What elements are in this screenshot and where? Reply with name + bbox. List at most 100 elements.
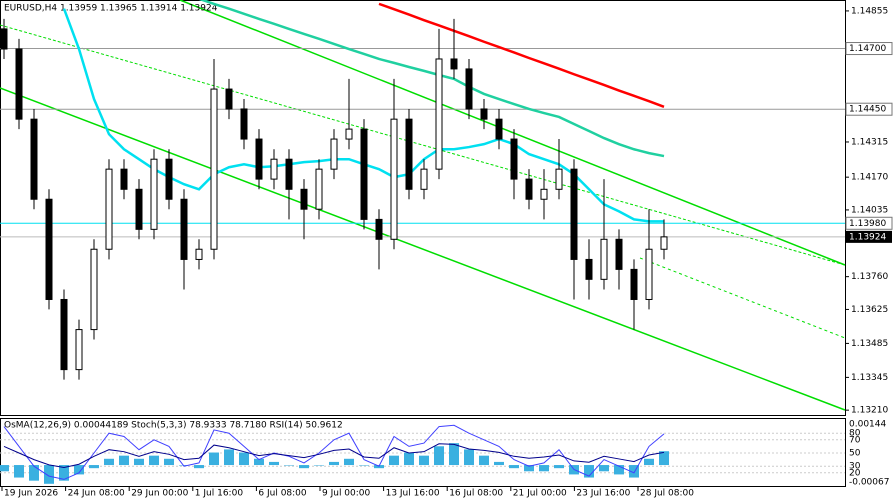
osma-bar (179, 465, 189, 466)
x-tick-label: 1 Jul 16:00 (195, 489, 244, 499)
y-tick-label: 1.14855 (851, 6, 888, 16)
x-tick-label: 6 Jul 08:00 (258, 489, 307, 499)
osma-bar (14, 465, 24, 478)
candle-body (615, 238, 623, 270)
candle-body (345, 128, 353, 140)
osma-bar (614, 465, 624, 475)
candle-body (105, 168, 113, 250)
candle-body (180, 198, 188, 260)
candle-body (330, 138, 338, 170)
channel-mid (639, 257, 846, 339)
moving-average (378, 2, 665, 108)
osma-bar (314, 465, 324, 466)
candle-body (540, 188, 548, 200)
x-tick-label: 9 Jul 00:00 (322, 489, 371, 499)
bid-box (846, 230, 892, 243)
osma-bar (74, 465, 84, 475)
level-label: 1.13980 (849, 219, 886, 229)
candle-body (390, 118, 398, 240)
candle-body (195, 248, 203, 260)
x-tick-label: 19 Jun 2026 (4, 489, 58, 499)
candle-body (480, 108, 488, 120)
y-tick-label: 1.13625 (851, 305, 888, 315)
y-tick-label: 0.00144 (849, 420, 886, 430)
trend-line (0, 24, 846, 266)
osma-bar (104, 458, 114, 466)
level-label: 1.14450 (849, 105, 886, 115)
x-tick-label: 24 Jun 08:00 (68, 489, 125, 499)
candle-body (240, 108, 248, 140)
osma-bar (239, 452, 249, 466)
candle-body (285, 158, 293, 190)
candle-body (405, 118, 413, 190)
candle-body (270, 158, 278, 180)
osma-bar (359, 465, 369, 466)
candle-body (450, 58, 458, 70)
osma-bar (464, 449, 474, 466)
candle-body (630, 268, 638, 300)
y-tick-label: 1.14315 (851, 137, 888, 147)
candle-body (90, 248, 98, 331)
candle-body (45, 198, 53, 300)
candle-body (360, 128, 368, 220)
osma-bar (299, 465, 309, 469)
x-tick-label: 16 Jul 08:00 (449, 489, 503, 499)
oscillator-line (3, 443, 665, 469)
osma-bar (644, 458, 654, 466)
candle-body (600, 238, 608, 280)
x-tick-label: 13 Jul 16:00 (386, 489, 440, 499)
bid-label: 1.13924 (849, 232, 886, 242)
candle-body (75, 329, 83, 371)
osma-bar (554, 465, 564, 469)
y-tick-label: 1.13345 (851, 373, 888, 383)
candle-body (225, 88, 233, 110)
candle-body (585, 258, 593, 280)
candle-body (165, 158, 173, 200)
osma-bar (89, 465, 99, 469)
y2-tick-label: 80 (849, 429, 861, 439)
osma-bar (344, 458, 354, 466)
candle-body (555, 168, 563, 190)
y-tick-label: 1.13485 (851, 339, 888, 349)
osma-bar (389, 455, 399, 466)
y2-tick-label: 20 (849, 468, 861, 478)
osma-bar (404, 452, 414, 466)
osma-bar (449, 443, 459, 466)
candle-body (645, 248, 653, 300)
candle-body (15, 48, 23, 120)
level-label: 1.14700 (849, 44, 886, 54)
candle-body (435, 58, 443, 170)
osma-bar (509, 465, 519, 469)
osma-bar (29, 465, 39, 481)
x-tick-label: 21 Jul 00:00 (513, 489, 567, 499)
osma-bar (149, 455, 159, 466)
candle-body (210, 88, 218, 250)
moving-average (198, 0, 665, 158)
oscillator-line (3, 424, 665, 480)
osma-bar (659, 451, 669, 466)
candle-body (255, 138, 263, 180)
candle-body (300, 188, 308, 210)
osma-bar (164, 458, 174, 466)
level-box (845, 42, 893, 56)
candle-body (510, 138, 518, 180)
channel-bottom (0, 87, 846, 411)
osma-bar (479, 455, 489, 466)
osma-bar (269, 461, 279, 466)
candle-body (135, 188, 143, 230)
y-tick-label: 1.14035 (851, 205, 888, 215)
y2-tick-label: 50 (849, 449, 861, 459)
candle-body (570, 168, 578, 260)
osma-bar (539, 465, 549, 472)
x-tick-label: 28 Jul 08:00 (640, 489, 694, 499)
candle-body (495, 118, 503, 140)
y-tick-label: 1.13760 (851, 272, 888, 282)
osma-bar (419, 455, 429, 466)
candle-body (30, 118, 38, 200)
candle-body (120, 168, 128, 190)
y-tick-label: 1.13210 (851, 406, 888, 416)
osma-bar (224, 449, 234, 466)
candle-body (60, 298, 68, 371)
y-tick-label: 1.14170 (851, 173, 888, 183)
